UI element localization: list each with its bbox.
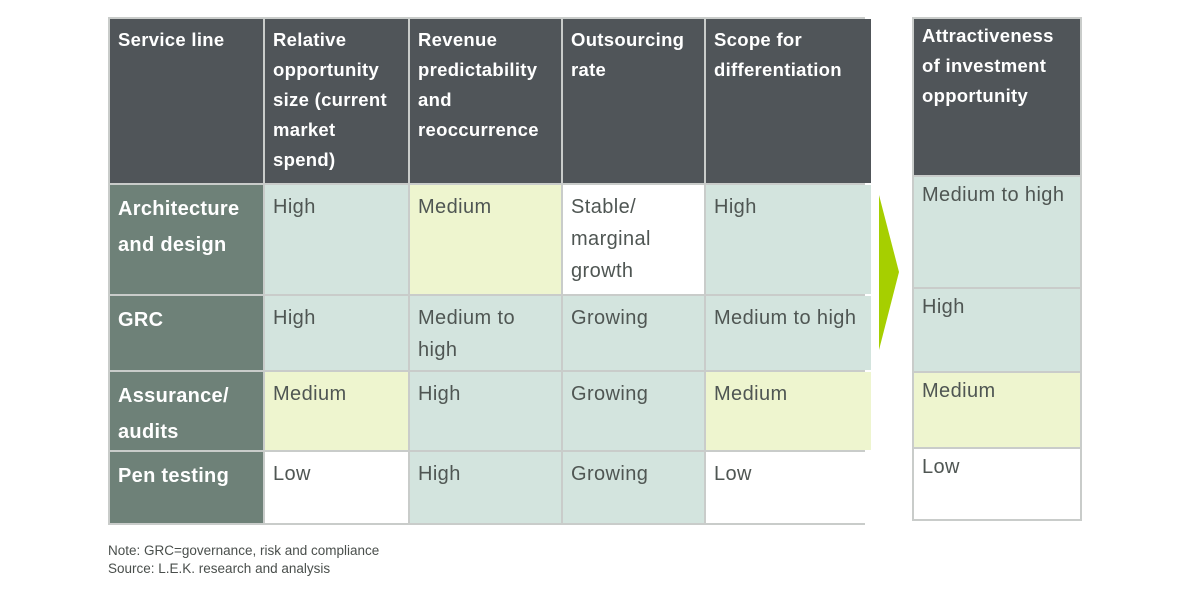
attractiveness-value-assurance-audits: Medium: [914, 373, 1080, 447]
table-cell: High: [410, 372, 561, 450]
table-cell: Medium: [706, 372, 871, 450]
table-cell: High: [265, 185, 408, 294]
table-cell: Medium: [265, 372, 408, 450]
column-header-service-line: Service line: [110, 19, 263, 183]
source-text: Source: L.E.K. research and analysis: [108, 561, 331, 576]
row-header-assurance-audits: Assurance/ audits: [110, 372, 263, 450]
note-text: Note: GRC=governance, risk and complianc…: [108, 543, 380, 558]
header-row: Service line Relative opportunity size (…: [110, 19, 871, 183]
attractiveness-column: Attractiveness of investment opportunity…: [912, 17, 1082, 521]
attractiveness-header: Attractiveness of investment opportunity: [914, 19, 1080, 175]
column-header-outsourcing-rate: Outsourcing rate: [563, 19, 704, 183]
table-cell: High: [410, 452, 561, 523]
row-header-architecture-design: Architecture and design: [110, 185, 263, 294]
row-header-grc: GRC: [110, 296, 263, 370]
table-row: Pen testing Low High Growing Low: [110, 452, 871, 523]
chevron-right-arrow-icon: [879, 195, 899, 350]
attractiveness-value-architecture-design: Medium to high: [914, 177, 1080, 287]
table-cell: Low: [265, 452, 408, 523]
attractiveness-value-grc: High: [914, 289, 1080, 371]
footnotes: Note: GRC=governance, risk and complianc…: [108, 542, 379, 578]
table-cell: Medium: [410, 185, 561, 294]
table-cell: Stable/ marginal growth: [563, 185, 704, 294]
table-row: Architecture and design High Medium Stab…: [110, 185, 871, 294]
table-cell: Growing: [563, 296, 704, 370]
table-cell: High: [265, 296, 408, 370]
table-cell: Medium to high: [410, 296, 561, 370]
table-cell: High: [706, 185, 871, 294]
assessment-matrix: Service line Relative opportunity size (…: [108, 17, 871, 525]
assessment-table: Service line Relative opportunity size (…: [108, 17, 873, 525]
column-header-scope-for-differentiation: Scope for differentiation: [706, 19, 871, 183]
table-row: GRC High Medium to high Growing Medium t…: [110, 296, 871, 370]
column-header-opportunity-size: Relative opportunity size (current marke…: [265, 19, 408, 183]
table-cell: Growing: [563, 372, 704, 450]
table-row: Assurance/ audits Medium High Growing Me…: [110, 372, 871, 450]
row-header-pen-testing: Pen testing: [110, 452, 263, 523]
column-header-revenue-predictability: Revenue predictability and reoccurrence: [410, 19, 561, 183]
table-cell: Growing: [563, 452, 704, 523]
attractiveness-value-pen-testing: Low: [914, 449, 1080, 519]
table-cell: Low: [706, 452, 871, 523]
table-cell: Medium to high: [706, 296, 871, 370]
